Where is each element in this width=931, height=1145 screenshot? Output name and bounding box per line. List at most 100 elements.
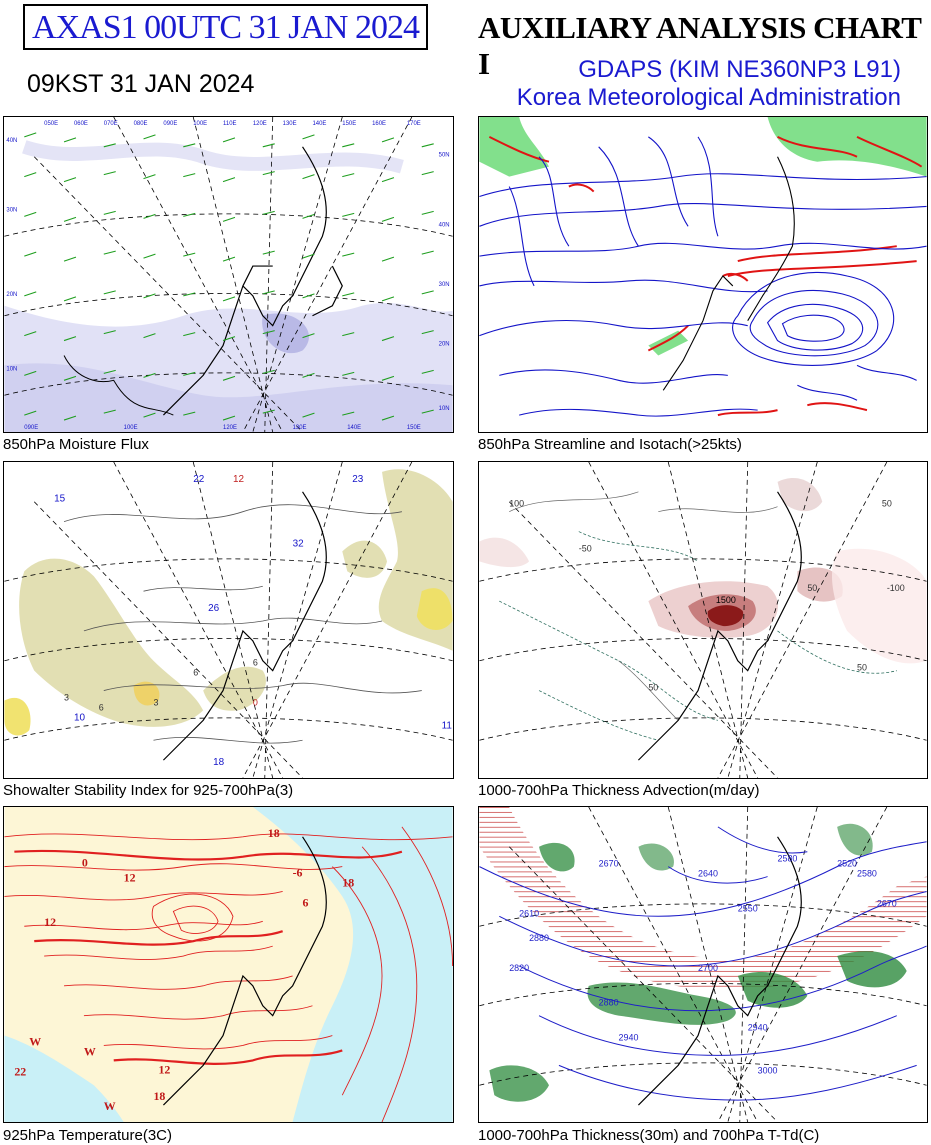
ssi-label: 3 (153, 697, 158, 707)
lon-label: 090E (163, 121, 177, 127)
lat-label: 50N (439, 153, 450, 159)
ssi-label: 23 (352, 474, 364, 485)
panel-caption: 850hPa Streamline and Isotach(>25kts) (478, 436, 742, 453)
ssi-label: 6 (193, 668, 198, 678)
lat-label: 10N (6, 366, 17, 372)
lon-label: 110E (223, 121, 236, 127)
lon-label: 090E (24, 425, 38, 431)
temperature-label: 18 (153, 1089, 165, 1103)
lon-label: 080E (134, 121, 148, 127)
panel-caption: 1000-700hPa Thickness(30m) and 700hPa T-… (478, 1127, 820, 1144)
thickness-label: 2520 (837, 859, 857, 869)
lon-label: 140E (347, 425, 361, 431)
lat-label: 40N (6, 138, 17, 144)
thickness-label: 2640 (698, 869, 718, 879)
panel-streamline (478, 116, 928, 433)
ssi-label: 22 (193, 474, 205, 485)
lon-label: 150E (407, 425, 421, 431)
panel-thickness-ttd: 2670 2640 2580 2520 2550 2610 2700 2880 … (478, 806, 928, 1123)
kst-time-label: 09KST 31 JAN 2024 (27, 70, 255, 98)
panel-moisture-flux: 050E 060E 070E 080E 090E 100E 110E 120E … (3, 116, 454, 433)
advection-label: 1500 (716, 595, 736, 605)
thickness-label: 2610 (519, 908, 539, 918)
thickness-label: 2820 (509, 963, 529, 973)
temperature-label: W (84, 1044, 96, 1058)
lat-label: 40N (439, 222, 450, 228)
lat-label: 20N (439, 342, 450, 348)
ssi-label: 6 (253, 658, 258, 668)
temperature-label: -6 (293, 866, 303, 880)
lon-label: 130E (283, 121, 297, 127)
ssi-label: 11 (442, 720, 453, 731)
ssi-label: 10 (74, 712, 86, 723)
temperature-label: W (104, 1099, 116, 1113)
panel-temperature: 0 12 18 6 -6 12 18 22 W W 18 12 W (3, 806, 454, 1123)
lat-label: 30N (439, 282, 450, 288)
lat-label: 20N (6, 292, 17, 298)
advection-label: -50 (579, 543, 592, 553)
thickness-advection-map: 100 50 -50 1500 50 -100 50 50 (479, 462, 927, 778)
temperature-label: 0 (82, 856, 88, 870)
panel-caption: 850hPa Moisture Flux (3, 436, 149, 453)
thickness-label: 2550 (738, 903, 758, 913)
thickness-label: 3000 (758, 1065, 778, 1075)
lat-label: 30N (6, 207, 17, 213)
lon-label: 120E (253, 121, 267, 127)
lon-label: 100E (124, 425, 138, 431)
temperature-label: 22 (14, 1064, 26, 1078)
thickness-label: 2670 (599, 859, 619, 869)
ssi-label: 15 (54, 494, 66, 505)
lon-label: 150E (342, 121, 356, 127)
advection-label: 50 (807, 583, 817, 593)
panel-caption: 1000-700hPa Thickness Advection(m/day) (478, 782, 760, 799)
ssi-label: 26 (208, 603, 220, 614)
ssi-label: 0 (253, 697, 258, 707)
thickness-label: 2880 (599, 998, 619, 1008)
temperature-label: 18 (268, 826, 280, 840)
lon-label: 160E (372, 121, 386, 127)
thickness-label: 2580 (778, 854, 798, 864)
ssi-label: 12 (233, 474, 245, 485)
advection-label: 100 (509, 499, 524, 509)
lon-label: 140E (312, 121, 326, 127)
panel-showalter: 15 22 10 12 23 32 26 11 18 6 6 3 0 3 6 (3, 461, 454, 779)
thickness-label: 2940 (748, 1023, 768, 1033)
advection-label: 50 (857, 663, 867, 673)
lon-label: 050E (44, 121, 58, 127)
temperature-label: 12 (158, 1062, 170, 1076)
advection-label: 50 (882, 499, 892, 509)
thickness-label: 2700 (698, 963, 718, 973)
agency-label: Korea Meteorological Administration (516, 84, 901, 111)
streamline-map (479, 117, 927, 417)
thickness-label: 2940 (619, 1033, 639, 1043)
wind-barbs (24, 132, 434, 421)
lon-label: 130E (293, 425, 307, 431)
ssi-label: 6 (99, 702, 104, 712)
moisture-flux-map: 050E 060E 070E 080E 090E 100E 110E 120E … (4, 117, 453, 432)
advection-label: -100 (887, 583, 905, 593)
ssi-label: 32 (293, 538, 305, 549)
lon-label: 060E (74, 121, 88, 127)
panel-caption: Showalter Stability Index for 925-700hPa… (3, 782, 294, 799)
showalter-map: 15 22 10 12 23 32 26 11 18 6 6 3 0 3 6 (4, 462, 453, 778)
lon-label: 170E (407, 121, 421, 127)
thickness-ttd-map: 2670 2640 2580 2520 2550 2610 2700 2880 … (479, 807, 927, 1122)
lon-label: 070E (104, 121, 118, 127)
ssi-label: 3 (64, 692, 69, 702)
temperature-label: 12 (124, 871, 136, 885)
temperature-label: 6 (303, 895, 309, 909)
lon-label: 120E (223, 425, 237, 431)
panel-thickness-advection: 100 50 -50 1500 50 -100 50 50 (478, 461, 928, 779)
temperature-label: 12 (44, 915, 56, 929)
thickness-label: 2880 (529, 933, 549, 943)
lat-label: 10N (439, 406, 450, 412)
model-label: GDAPS (KIM NE360NP3 L91) (578, 56, 901, 83)
temperature-label: 18 (342, 875, 354, 889)
temperature-map: 0 12 18 6 -6 12 18 22 W W 18 12 W (4, 807, 453, 1122)
lon-label: 100E (193, 121, 207, 127)
panel-caption: 925hPa Temperature(3C) (3, 1127, 172, 1144)
thickness-label: 2670 (877, 898, 897, 908)
ssi-label: 18 (213, 757, 225, 768)
thickness-label: 2580 (857, 869, 877, 879)
advection-label: 50 (648, 683, 658, 693)
